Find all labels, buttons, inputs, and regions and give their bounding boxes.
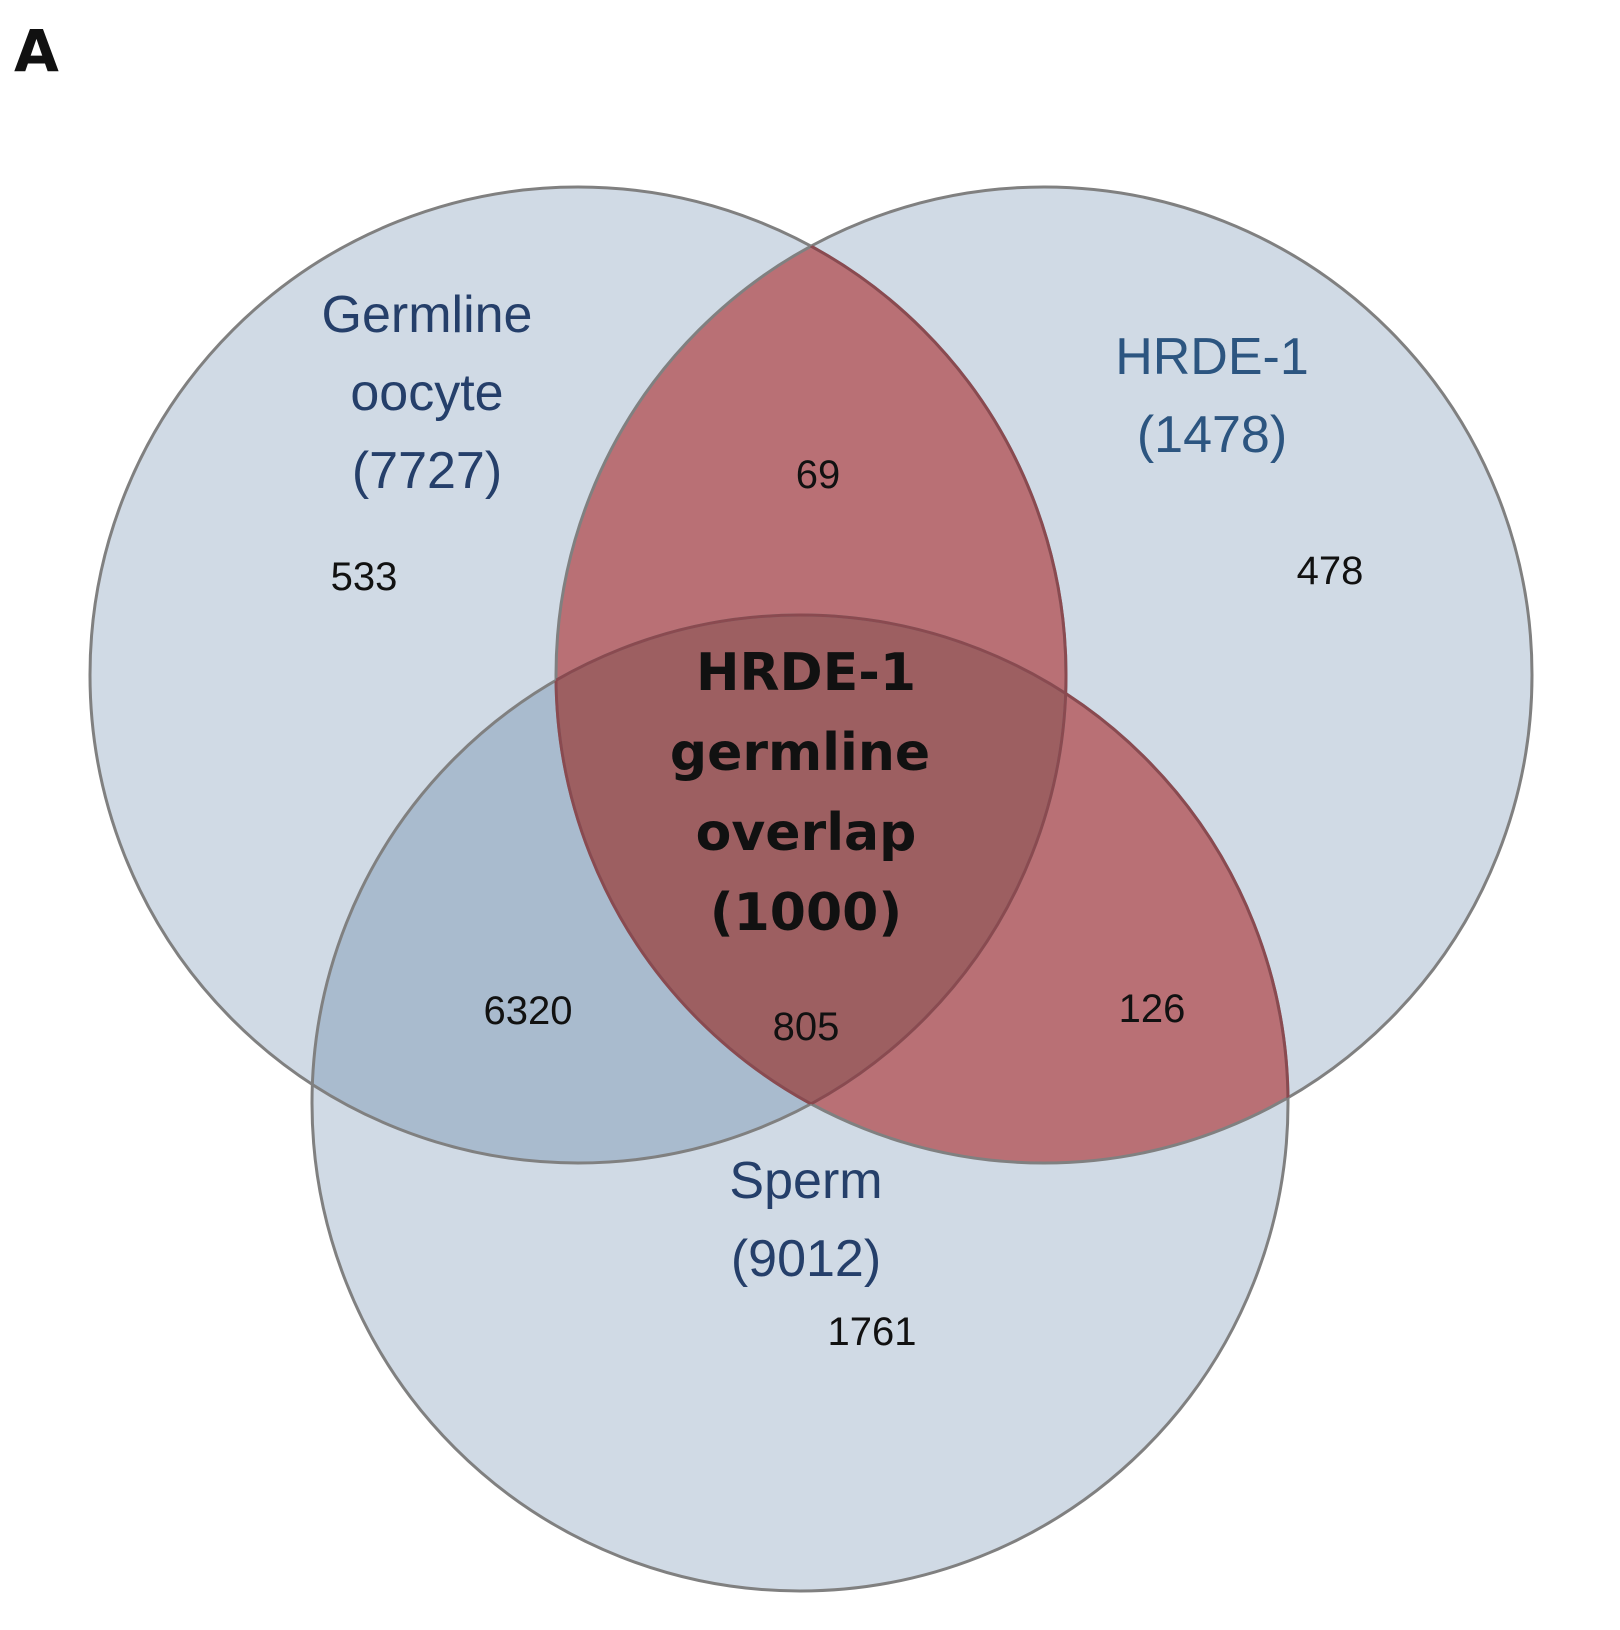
- region-oocyte-hrde1: 69: [796, 453, 841, 497]
- region-all-three: 805: [773, 1005, 840, 1049]
- hrde1-outline: [554, 185, 1534, 1165]
- hrde1-oocyte-edge: [556, 187, 1068, 1163]
- hrde1-label-line1: HRDE-1: [1115, 328, 1309, 386]
- region-oocyte-sperm: 6320: [484, 989, 573, 1033]
- oocyte-label-count: (7727): [352, 442, 502, 500]
- center-label-count: (1000): [710, 883, 902, 943]
- oocyte-label-line1: Germline: [322, 286, 533, 344]
- sperm-label-count: (9012): [731, 1230, 881, 1288]
- region-oocyte-only: 533: [331, 555, 398, 599]
- center-label-line1: HRDE-1: [696, 643, 916, 703]
- region-hrde1-sperm: 126: [1119, 987, 1186, 1031]
- panel-letter: A: [14, 17, 59, 85]
- region-sperm-only: 1761: [828, 1310, 917, 1354]
- region-hrde1-only: 478: [1297, 549, 1364, 593]
- center-label-line3: overlap: [696, 803, 917, 863]
- hrde1-label-count: (1478): [1137, 406, 1287, 464]
- center-label-line2: germline: [670, 723, 930, 783]
- oocyte-label-line2: oocyte: [350, 364, 503, 422]
- sperm-label-line1: Sperm: [729, 1152, 882, 1210]
